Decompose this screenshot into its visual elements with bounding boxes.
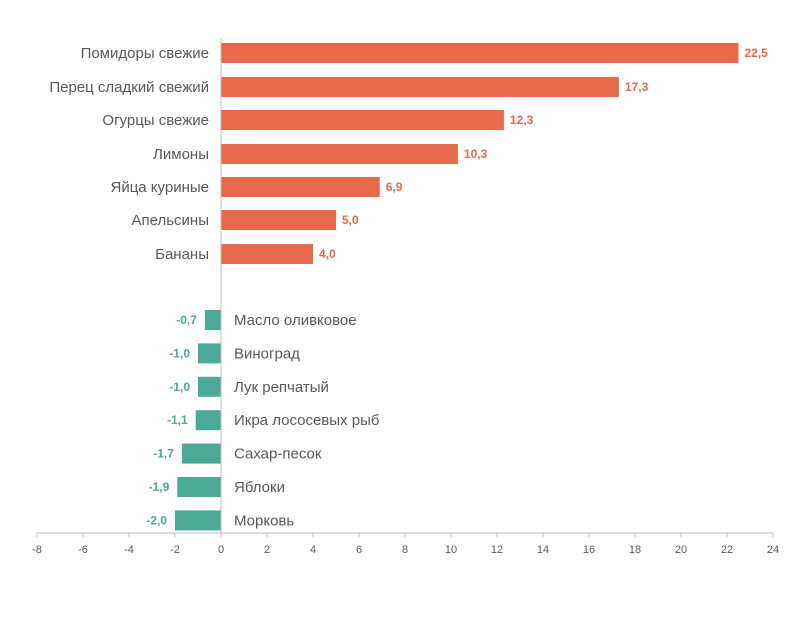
category-label: Яйца куриные [110, 179, 209, 196]
category-label: Помидоры свежие [81, 45, 209, 62]
category-label: Бананы [155, 246, 209, 263]
category-label: Апельсины [132, 212, 209, 229]
bar [221, 110, 504, 130]
x-tick-label: -2 [170, 544, 180, 556]
category-label: Огурцы свежие [102, 112, 209, 129]
data-label: 22,5 [745, 46, 769, 60]
data-label: -1,1 [167, 413, 188, 427]
x-tick-label: 6 [356, 544, 362, 556]
x-tick-label: 0 [218, 544, 224, 556]
data-label: -1,7 [153, 447, 174, 461]
data-label: -1,0 [169, 346, 190, 360]
data-label: 12,3 [510, 113, 534, 127]
data-label: 6,9 [386, 180, 403, 194]
data-label: 4,0 [319, 247, 336, 261]
data-label: 5,0 [342, 213, 359, 227]
x-tick-label: 12 [491, 544, 503, 556]
data-label: -1,0 [169, 380, 190, 394]
data-label: 10,3 [464, 147, 488, 161]
bar [221, 210, 336, 230]
x-tick-label: -8 [32, 544, 42, 556]
data-label: -2,0 [146, 513, 167, 527]
category-label: Яблоки [234, 479, 285, 496]
x-tick-label: 4 [310, 544, 316, 556]
x-tick-label: 2 [264, 544, 270, 556]
x-tick-label: 22 [721, 544, 733, 556]
data-label: 17,3 [625, 80, 649, 94]
category-label: Виноград [234, 345, 300, 362]
bars-layer: 22,5 Помидоры свежие 17,3 Перец сладкий све… [49, 43, 769, 531]
category-label: Масло оливковое [234, 312, 357, 329]
category-label: Икра лососевых рыб [234, 412, 379, 429]
data-label: -0,7 [176, 313, 197, 327]
category-label: Перец сладкий свежий [49, 79, 209, 96]
category-label: Морковь [234, 512, 294, 529]
bar [195, 410, 221, 431]
data-label: -1,9 [149, 480, 170, 494]
bar [221, 43, 739, 63]
x-tick-label: 18 [629, 544, 641, 556]
x-tick-label: 20 [675, 544, 687, 556]
bar [221, 77, 619, 97]
x-axis: -8 -6 -4 -2 0 2 4 6 8 10 12 14 16 18 20 22 24 [32, 38, 779, 556]
x-tick-label: -6 [78, 544, 88, 556]
x-tick-label: 16 [583, 544, 595, 556]
category-label: Сахар-песок [234, 446, 322, 463]
x-tick-label: 8 [402, 544, 408, 556]
x-tick-label: 10 [445, 544, 457, 556]
bar [177, 477, 221, 497]
category-label: Лимоны [153, 146, 209, 163]
bar [198, 376, 221, 397]
bar [221, 244, 313, 264]
x-tick-label: 24 [767, 544, 779, 556]
bar [221, 144, 458, 164]
bar [204, 310, 221, 330]
bar [175, 510, 221, 531]
x-tick-label: -4 [124, 544, 134, 556]
bar [221, 177, 380, 197]
bar [198, 343, 221, 364]
category-label: Лук репчатый [234, 379, 329, 396]
x-tick-label: 14 [537, 544, 549, 556]
bar [181, 443, 221, 464]
